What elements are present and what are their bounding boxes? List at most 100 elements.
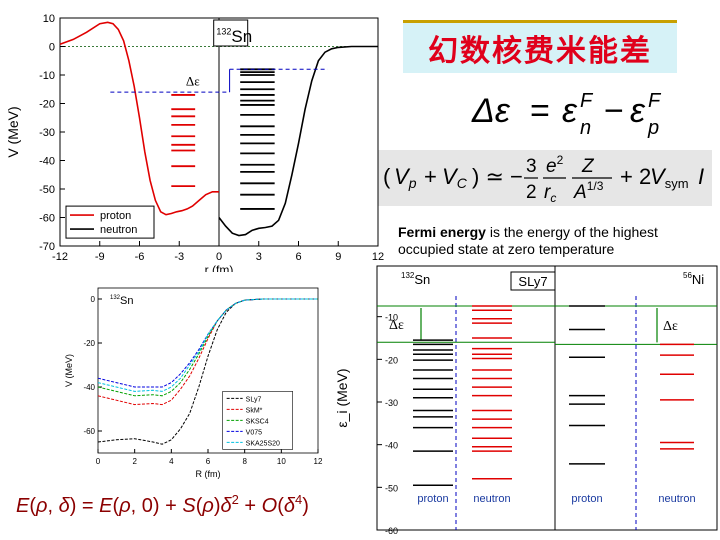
legend-label-SkM*: SkM* [246,407,263,414]
x-tick-label: 12 [314,457,323,466]
nucleus-box [213,19,249,47]
y-tick-label: -60 [39,213,55,225]
svg-text:Z: Z [581,156,595,177]
legend-label-proton: proton [100,210,131,222]
y-tick-label: -20 [385,355,398,365]
x-tick-label: 0 [216,251,222,263]
nucleus-label: 132Sn [216,26,252,46]
svg-text:p: p [647,117,659,139]
slide-title: 幻数核费米能差 [428,34,652,69]
panel-label-box [510,271,556,291]
curve-SkM* [97,298,318,406]
svg-text:−: − [604,92,624,130]
x-tick-label: 6 [295,251,301,263]
legend-label-SKA25S20: SKA25S20 [246,440,280,447]
skyrme-potential-chart: 0 2 4 6 8 10 12 0 -20 -40 -60 V (MeV) R (fm) 132Sn SLy… [60,278,330,483]
panel-label: SLy7 [518,274,547,289]
x-tick-label: -12 [52,251,68,263]
y-tick-label: -20 [83,339,95,348]
x-axis-label: R (fm) [196,469,221,479]
svg-text:) ≃ −: ) ≃ − [472,164,523,189]
slide-title-box: 幻数核费米能差 [403,20,677,73]
delta-eps-label: Δε [389,318,404,333]
legend-label-V075: V075 [246,429,262,436]
proton-label: proton [571,493,602,505]
y-tick-label: -60 [385,526,398,536]
y-tick-label: -40 [83,383,95,392]
legend-box [65,205,155,239]
svg-text:Vsym: Vsym [650,164,689,191]
neutron-label: neutron [473,493,510,505]
y-tick-label: -40 [385,441,398,451]
y-tick-label: -70 [39,241,55,253]
svg-text:A1/3: A1/3 [573,179,604,203]
single-particle-levels-chart: -10 -20 -30 -40 -50 -60 ε_i (MeV) Δε proton neutr… [334,265,718,536]
y-axis-label: ε_i (MeV) [334,368,350,427]
x-tick-label: -9 [95,251,105,263]
svg-text:VC: VC [442,164,468,191]
y-tick-label: -10 [385,313,398,323]
y-tick-label: 0 [49,42,55,54]
svg-text:F: F [648,90,662,112]
svg-text:2: 2 [526,182,537,203]
x-tick-label: 12 [372,251,384,263]
x-tick-label: 3 [256,251,262,263]
nucleus-label: 132Sn [110,295,133,307]
y-axis-label: V (MeV) [64,354,74,387]
svg-text:I: I [698,164,704,189]
y-tick-label: -30 [39,127,55,139]
x-axis-label: r (fm) [205,263,234,272]
svg-text:Vp: Vp [394,164,417,191]
x-tick-label: 9 [335,251,341,263]
legend-label-neutron: neutron [100,224,137,236]
y-axis-label: V (MeV) [5,106,21,157]
legend-box [222,391,293,450]
svg-text:e2: e2 [546,153,564,177]
delta-eps-equation: Δε = ε F n − ε F p [471,90,662,139]
svg-text:=: = [530,92,550,130]
y-tick-label: 0 [91,295,96,304]
x-tick-label: 0 [96,457,101,466]
potential-chart-132sn: -12 -9 -6 -3 0 3 6 9 12100-10-20-30-40-50-60-70V… [5,13,384,272]
y-tick-label: -40 [39,156,55,168]
x-tick-label: -3 [174,251,184,263]
energy-density-equation: E(ρ, δ) = E(ρ, 0) + S(ρ)δ2 + O(δ4) [16,492,309,517]
level-panel-56Ni: Δε proton neutron 56Ni [555,271,717,530]
svg-text:+ 2: + 2 [620,164,651,189]
legend-label-SKSC4: SKSC4 [246,418,269,425]
y-tick-label: -30 [385,398,398,408]
level-panel-132Sn: Δε proton neutron 132Sn [377,271,555,530]
y-tick-label: -20 [39,99,55,111]
nucleus-label: 132Sn [401,271,430,287]
svg-text:ε: ε [562,92,578,130]
legend: proton neutron [65,205,155,239]
svg-text:E(ρ, δ) = E(ρ, 0) + S(ρ)δ2 + O: E(ρ, δ) = E(ρ, 0) + S(ρ)δ2 + O(δ4) [16,492,309,517]
legend-label-SLy7: SLy7 [246,396,262,403]
nucleus-label: 56Ni [683,271,704,287]
legend: SLy7 SkM* SKSC4 V075 SKA25S20 [222,391,293,450]
y-tick-label: -50 [385,483,398,493]
svg-text:ε: ε [630,92,646,130]
curve-proton [59,21,219,216]
delta-eps-label: Δε [186,74,200,89]
x-tick-label: 10 [277,457,286,466]
neutron-label: neutron [658,493,695,505]
svg-text:Δε: Δε [471,92,511,130]
curve-neutron [218,45,378,237]
svg-text:n: n [580,117,591,139]
proton-label: proton [417,493,448,505]
delta-eps-label: Δε [663,319,678,334]
svg-text:+: + [424,164,437,189]
x-tick-label: 2 [132,457,137,466]
svg-text:F: F [580,90,594,112]
fermi-energy-description: is the energy of the highest occupied st… [398,224,658,257]
svg-text:rc: rc [544,182,556,205]
svg-text:3: 3 [526,156,537,177]
curve-SKA25S20 [97,298,318,392]
fermi-energy-definition: Fermi energy is the energy of the highes… [398,224,714,258]
y-tick-label: -50 [39,184,55,196]
x-tick-label: 6 [206,457,211,466]
fermi-energy-term: Fermi energy [398,224,486,240]
y-tick-label: -10 [39,70,55,82]
x-tick-label: 8 [242,457,247,466]
